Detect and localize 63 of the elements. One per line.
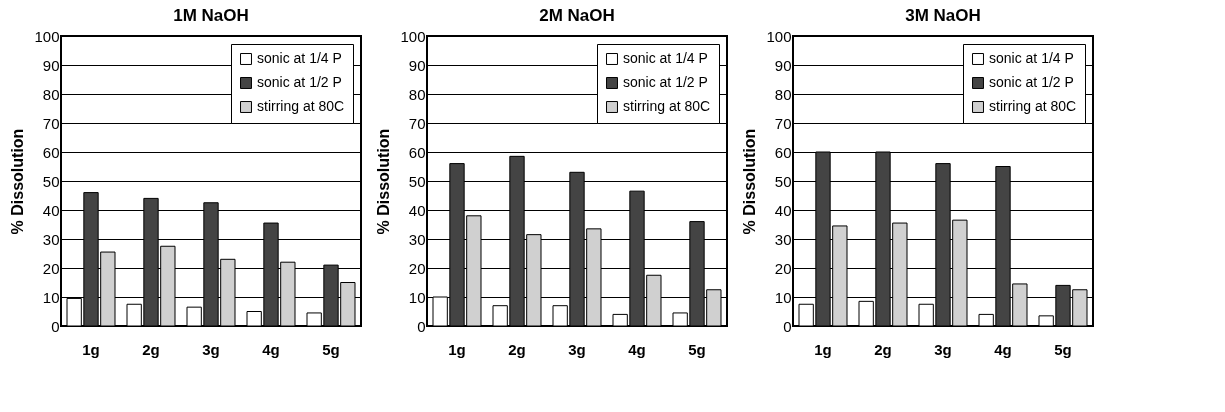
legend-label: stirring at 80C [623, 98, 711, 114]
y-tick-label: 70 [408, 114, 426, 132]
y-tick-label: 0 [51, 317, 60, 335]
y-tick-label: 90 [774, 56, 792, 74]
x-tick-label: 3g [568, 340, 586, 358]
y-tick-label: 60 [408, 143, 426, 161]
x-tick-label: 1g [82, 340, 100, 358]
legend-label: stirring at 80C [257, 98, 345, 114]
y-tick-label: 20 [408, 259, 426, 277]
legend-label: stirring at 80C [989, 98, 1077, 114]
y-tick-label: 50 [42, 172, 60, 190]
y-axis-title: % Dissolution [741, 128, 759, 235]
x-tick-label: 5g [1054, 340, 1072, 358]
x-tick-label: 4g [994, 340, 1012, 358]
y-tick-label: 60 [774, 143, 792, 161]
y-tick-label: 80 [42, 85, 60, 103]
y-tick-label: 10 [408, 288, 426, 306]
x-tick-label: 5g [322, 340, 340, 358]
y-tick-label: 10 [774, 288, 792, 306]
legend-label: sonic at 1/4 P [257, 50, 342, 66]
y-tick-label: 80 [408, 85, 426, 103]
y-tick-label: 100 [34, 27, 60, 45]
x-tick-label: 1g [814, 340, 832, 358]
y-tick-label: 30 [774, 230, 792, 248]
y-tick-label: 100 [766, 27, 792, 45]
y-tick-label: 20 [42, 259, 60, 277]
y-axis-title: % Dissolution [375, 128, 393, 235]
y-tick-label: 30 [42, 230, 60, 248]
y-tick-label: 80 [774, 85, 792, 103]
y-tick-label: 70 [774, 114, 792, 132]
y-tick-label: 60 [42, 143, 60, 161]
legend-label: sonic at 1/2 P [623, 74, 708, 90]
y-tick-label: 0 [783, 317, 792, 335]
x-tick-label: 3g [202, 340, 220, 358]
y-tick-label: 50 [408, 172, 426, 190]
legend-label: sonic at 1/2 P [989, 74, 1074, 90]
x-tick-label: 1g [448, 340, 466, 358]
chart-title: 2M NaOH [539, 6, 615, 25]
y-tick-label: 40 [408, 201, 426, 219]
y-tick-label: 0 [417, 317, 426, 335]
y-tick-label: 70 [42, 114, 60, 132]
y-tick-label: 20 [774, 259, 792, 277]
y-axis-title: % Dissolution [9, 128, 27, 235]
x-tick-label: 3g [934, 340, 952, 358]
chart-title: 3M NaOH [905, 6, 981, 25]
y-tick-label: 90 [42, 56, 60, 74]
x-tick-label: 2g [142, 340, 160, 358]
y-tick-label: 40 [42, 201, 60, 219]
x-tick-label: 5g [688, 340, 706, 358]
y-tick-label: 50 [774, 172, 792, 190]
legend-label: sonic at 1/4 P [623, 50, 708, 66]
chart-title: 1M NaOH [173, 6, 249, 25]
x-tick-label: 2g [508, 340, 526, 358]
y-tick-label: 100 [400, 27, 426, 45]
legend-label: sonic at 1/2 P [257, 74, 342, 90]
x-tick-label: 4g [628, 340, 646, 358]
x-tick-label: 4g [262, 340, 280, 358]
legend-label: sonic at 1/4 P [989, 50, 1074, 66]
x-tick-label: 2g [874, 340, 892, 358]
y-tick-label: 30 [408, 230, 426, 248]
y-tick-label: 40 [774, 201, 792, 219]
y-tick-label: 10 [42, 288, 60, 306]
y-tick-label: 90 [408, 56, 426, 74]
